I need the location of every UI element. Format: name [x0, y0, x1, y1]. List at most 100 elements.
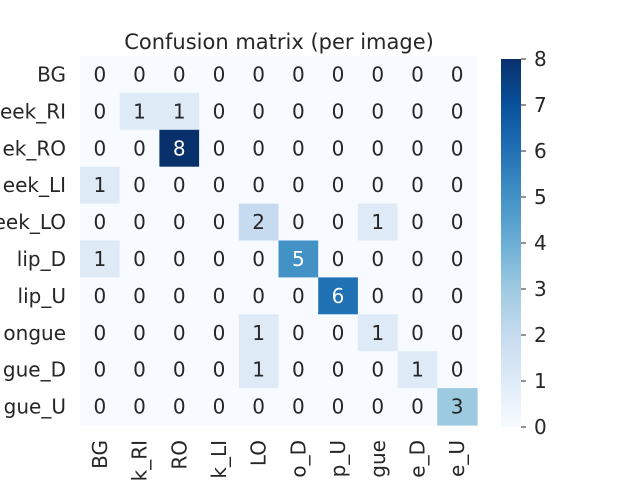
heatmap-cell: [318, 92, 359, 131]
cell-value-label: 6: [332, 284, 345, 308]
heatmap-cell: [397, 166, 438, 205]
cell-value-label: 0: [332, 99, 345, 123]
heatmap-cell: [159, 388, 200, 426]
heatmap-cell: [238, 314, 280, 352]
cell-value-label: 0: [332, 136, 345, 160]
cell-value-label: 0: [93, 395, 106, 419]
heatmap-cell: [357, 56, 399, 94]
heatmap-cell: [80, 203, 121, 242]
heatmap-cell: [397, 351, 438, 389]
heatmap-cell: [357, 92, 399, 131]
cell-value-label: 0: [411, 321, 424, 345]
heatmap-cell: [199, 277, 240, 315]
heatmap-cell: [80, 56, 121, 94]
heatmap-cell: [397, 277, 438, 315]
y-tick-label: eek_LO: [0, 210, 66, 234]
cell-value-label: 0: [213, 321, 226, 345]
y-tick-label: lip_U: [18, 284, 66, 308]
heatmap-cell: [357, 203, 399, 242]
cell-value-label: 0: [411, 395, 424, 419]
heatmap-cell: [238, 56, 280, 94]
heatmap-cell: [199, 314, 240, 352]
cell-value-label: 0: [252, 173, 265, 197]
x-tick-label: RO: [167, 440, 191, 470]
y-tick-label: ek_RO: [2, 136, 66, 160]
heatmap-cell: [357, 166, 399, 205]
cell-value-label: 0: [173, 358, 186, 382]
cell-value-label: 0: [371, 173, 384, 197]
cell-value-label: 0: [173, 321, 186, 345]
heatmap-cell: [278, 56, 319, 94]
cell-value-label: 0: [371, 395, 384, 419]
heatmap-cell: [437, 203, 478, 242]
heatmap-cell: [80, 351, 121, 389]
cell-value-label: 1: [133, 99, 146, 123]
cell-value-label: 0: [371, 136, 384, 160]
heatmap-cell: [159, 203, 200, 242]
cell-value-label: 0: [451, 136, 464, 160]
heatmap-cell: [80, 388, 121, 426]
cell-value-label: 0: [93, 99, 106, 123]
cell-value-label: 0: [173, 247, 186, 271]
x-tick-label: BG: [88, 440, 112, 469]
heatmap-cell: [199, 56, 240, 94]
heatmap-cell: [437, 56, 478, 94]
cell-value-label: 0: [213, 136, 226, 160]
cell-value-label: 0: [332, 247, 345, 271]
cell-value-label: 0: [292, 99, 305, 123]
heatmap-cell: [437, 277, 478, 315]
colorbar-tick-labels: 0 1 2 3 4 5 6 7 8: [521, 47, 547, 439]
y-tick-label: gue_U: [4, 395, 66, 419]
cell-value-label: 3: [451, 395, 464, 419]
heatmap-cell: [238, 166, 280, 205]
cell-value-label: 0: [292, 173, 305, 197]
cell-value-label: 0: [213, 358, 226, 382]
heatmap-cell: [119, 388, 160, 426]
cell-value-label: 0: [93, 136, 106, 160]
cell-value-label: 0: [292, 136, 305, 160]
colorbar-tick-label: 4: [534, 231, 547, 255]
cell-value-label: 0: [451, 173, 464, 197]
heatmap-cell: [238, 277, 280, 315]
cell-value-label: 1: [371, 321, 384, 345]
colorbar-tick-label: 2: [534, 323, 547, 347]
heatmap-cell: [357, 240, 399, 278]
cell-value-label: 0: [371, 247, 384, 271]
heatmap-cell: [80, 92, 121, 131]
cell-value-label: 0: [292, 62, 305, 86]
cell-value-label: 0: [451, 284, 464, 308]
heatmap-cell: [318, 240, 359, 278]
heatmap-cell: [159, 129, 200, 168]
cell-value-label: 0: [133, 321, 146, 345]
colorbar: [501, 59, 521, 427]
heatmap-cell: [199, 129, 240, 168]
y-tick-label: ongue: [3, 321, 66, 345]
cell-value-label: 0: [133, 210, 146, 234]
cell-value-label: 0: [451, 321, 464, 345]
heatmap-cell: [318, 277, 359, 315]
heatmap-cell: [199, 203, 240, 242]
heatmap-cell: [159, 314, 200, 352]
cell-value-label: 0: [252, 395, 265, 419]
heatmap-cell: [318, 166, 359, 205]
cell-value-label: 0: [411, 62, 424, 86]
cell-value-label: 0: [371, 284, 384, 308]
cell-value-label: 0: [292, 358, 305, 382]
x-tick-label: k_RI: [128, 440, 152, 480]
heatmap-cell: [80, 166, 121, 205]
x-tick-label: gue: [366, 440, 390, 478]
x-tick-label: o_D: [286, 440, 310, 478]
heatmap-cell: [199, 388, 240, 426]
heatmap-cell: [119, 277, 160, 315]
cell-value-label: 0: [213, 395, 226, 419]
cell-value-label: 1: [411, 358, 424, 382]
heatmap-cell: [199, 240, 240, 278]
cell-value-label: 0: [252, 136, 265, 160]
x-tick-label: k_LI: [207, 440, 231, 479]
colorbar-tick-label: 8: [534, 47, 547, 71]
heatmap-cell: [278, 388, 319, 426]
chart-title: Confusion matrix (per image): [124, 30, 434, 54]
heatmap-cell: [238, 240, 280, 278]
cell-value-label: 0: [133, 173, 146, 197]
cell-value-label: 0: [292, 395, 305, 419]
